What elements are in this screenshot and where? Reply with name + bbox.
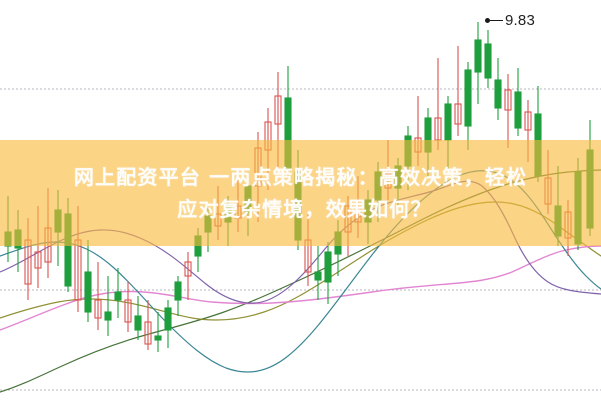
candlestick-series — [4, 22, 594, 352]
